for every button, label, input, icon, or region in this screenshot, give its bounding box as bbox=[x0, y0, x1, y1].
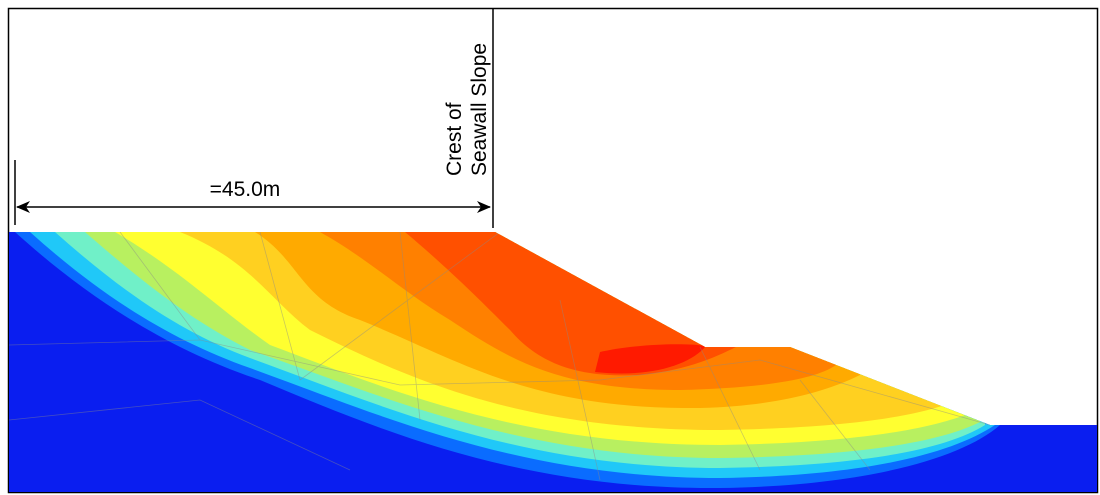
crest-label-line2: Seawall Slope bbox=[468, 43, 491, 176]
crest-label-line1: Crest of bbox=[443, 102, 466, 176]
dimension-label: =45.0m bbox=[210, 178, 281, 201]
